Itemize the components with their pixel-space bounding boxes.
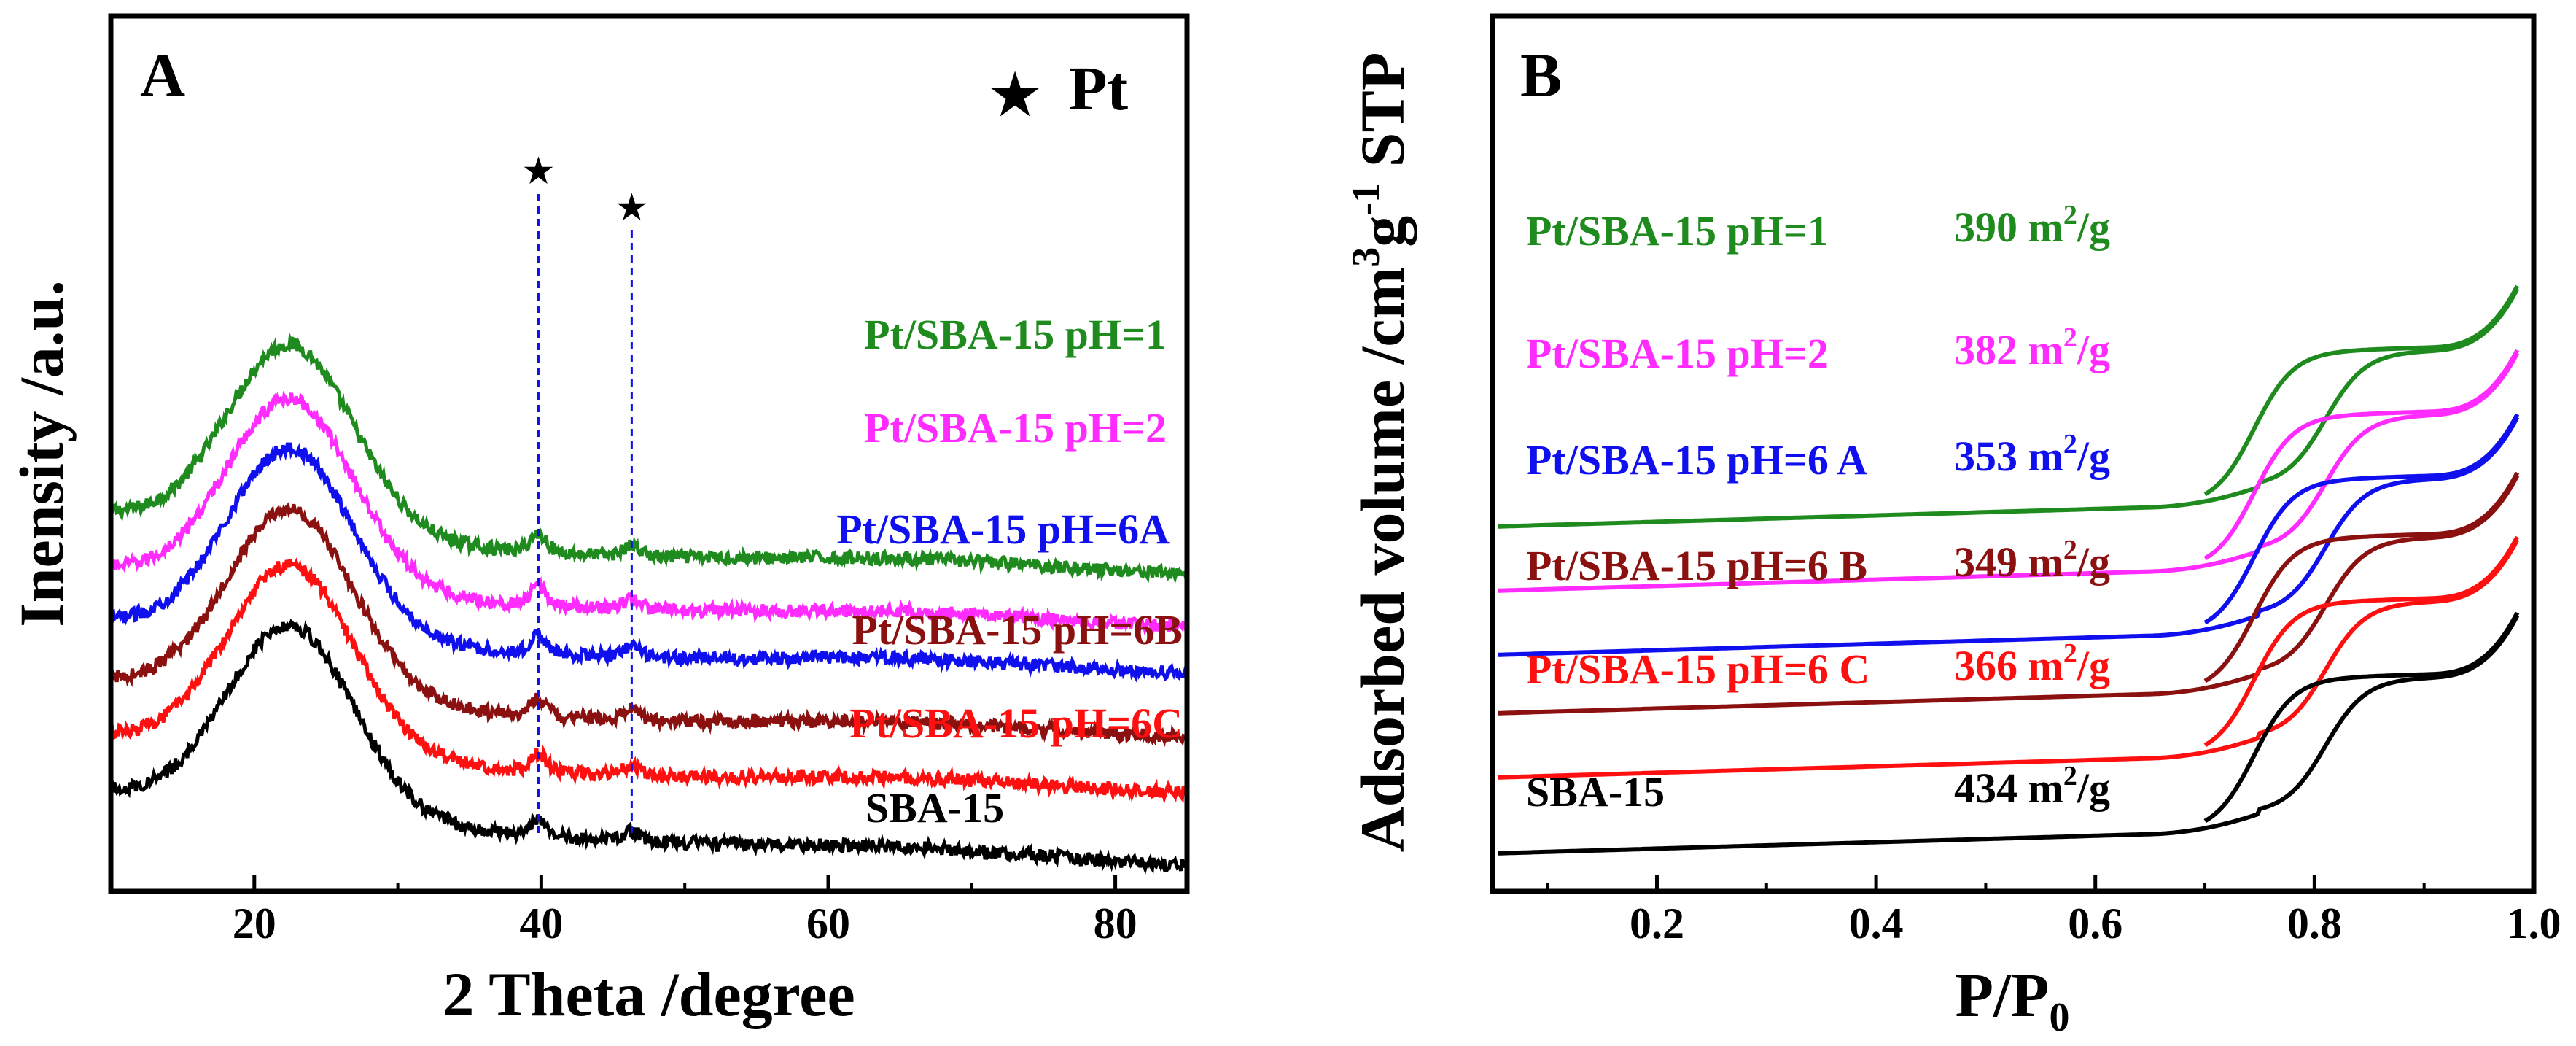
- surface-area-number: 434 m: [1954, 764, 2063, 812]
- xrd-curve: [109, 442, 1189, 683]
- panel-b-letter: B: [1520, 40, 1562, 110]
- series-label: Pt/SBA-15 pH=6B: [852, 606, 1183, 654]
- xrd-curve: [109, 332, 1188, 584]
- surface-area-suffix: /g: [2077, 326, 2110, 373]
- surface-area-value: 353 m2/g: [1954, 429, 2110, 480]
- panel-a: ★★ Pt/SBA-15 pH=1Pt/SBA-15 pH=2Pt/SBA-15…: [7, 13, 1190, 1029]
- peak-marker-star: ★: [524, 152, 553, 190]
- panel-b-y-title-part-1: Adsorbed volume /cm: [1347, 267, 1417, 853]
- panel-b-x-ticks: 0.2 0.4 0.6 0.8 1.0: [1546, 875, 2561, 948]
- x-tick-label: 1.0: [2507, 899, 2561, 948]
- x-tick-label: 0.8: [2287, 899, 2342, 948]
- panel-a-x-ticks: 20 40 60 80: [109, 875, 1137, 948]
- panel-b-x-axis-title-subscript: 0: [2049, 995, 2069, 1040]
- xrd-curve: [109, 557, 1189, 805]
- desorption-branch: [2203, 611, 2520, 824]
- isotherm-series-label: Pt/SBA-15 pH=1: [1526, 207, 1829, 255]
- surface-area-value: 382 m2/g: [1954, 322, 2110, 373]
- panel-b-x-axis-title-main: P/P: [1956, 960, 2050, 1030]
- desorption-branch: [2203, 413, 2520, 625]
- panel-b: Pt/SBA-15 pH=1 390 m2/gPt/SBA-15 pH=2 382 …: [1344, 13, 2561, 1040]
- desorption-branch: [2203, 535, 2520, 748]
- series-label: Pt/SBA-15 pH=1: [864, 311, 1167, 358]
- surface-area-exponent: 2: [2063, 761, 2077, 791]
- desorption-branch: [2203, 349, 2520, 561]
- panel-a-letter: A: [140, 40, 185, 110]
- panel-a-curves: [109, 332, 1189, 875]
- panel-b-series-labels: Pt/SBA-15 pH=1 390 m2/gPt/SBA-15 pH=2 382 …: [1526, 200, 2110, 816]
- surface-area-number: 366 m: [1954, 642, 2063, 689]
- surface-area-number: 382 m: [1954, 326, 2063, 373]
- series-label: Pt/SBA-15 pH=6A: [836, 505, 1170, 553]
- surface-area-suffix: /g: [2077, 433, 2110, 480]
- surface-area-exponent: 2: [2063, 200, 2077, 230]
- x-tick-label: 60: [806, 899, 850, 948]
- x-tick-label: 0.4: [1849, 899, 1904, 948]
- x-tick-label: 20: [233, 899, 276, 948]
- panel-b-x-axis-title: P/P0: [1956, 960, 2070, 1040]
- x-tick-label: 80: [1094, 899, 1137, 948]
- panel-a-series-labels: Pt/SBA-15 pH=1 Pt/SBA-15 pH=2 Pt/SBA-15 pH…: [836, 311, 1183, 832]
- panel-a-peak-markers: ★★: [524, 152, 647, 833]
- surface-area-exponent: 2: [2063, 429, 2077, 460]
- isotherm-series-label: SBA-15: [1526, 768, 1665, 816]
- panel-a-legend-text: Pt: [1069, 53, 1129, 123]
- surface-area-number: 390 m: [1954, 204, 2063, 251]
- adsorption-branch: [1498, 416, 2520, 657]
- surface-area-value: 366 m2/g: [1954, 638, 2110, 689]
- surface-area-value: 434 m2/g: [1954, 761, 2110, 812]
- series-label: SBA-15: [865, 784, 1004, 832]
- desorption-branch: [2203, 284, 2520, 497]
- adsorption-branch: [1498, 474, 2520, 716]
- adsorption-branch: [1498, 352, 2520, 593]
- panel-b-y-title-part-5: STP: [1347, 53, 1417, 183]
- panel-b-y-title-part-2: 3: [1344, 247, 1388, 267]
- panel-b-y-title-part-4: -1: [1344, 183, 1388, 216]
- panel-b-curves: [1498, 284, 2520, 856]
- adsorption-branch: [1498, 287, 2520, 529]
- panel-b-frame: [1490, 13, 2537, 894]
- surface-area-value: 349 m2/g: [1954, 535, 2110, 586]
- surface-area-number: 353 m: [1954, 433, 2063, 480]
- series-label: Pt/SBA-15 pH=2: [864, 404, 1167, 452]
- surface-area-exponent: 2: [2063, 638, 2077, 669]
- surface-area-exponent: 2: [2063, 322, 2077, 353]
- series-label: Pt/SBA-15 pH=6C: [849, 700, 1183, 747]
- panel-b-y-axis-title: Adsorbed volume /cm3g-1 STP: [1344, 53, 1417, 853]
- surface-area-value: 390 m2/g: [1954, 200, 2110, 251]
- adsorption-branch: [1498, 614, 2520, 856]
- x-tick-label: 40: [519, 899, 563, 948]
- panel-b-y-title-part-3: g: [1347, 216, 1417, 247]
- xrd-curve: [109, 390, 1189, 638]
- surface-area-number: 349 m: [1954, 538, 2063, 586]
- x-tick-label: 0.2: [1630, 899, 1684, 948]
- adsorption-branch: [1498, 538, 2520, 780]
- surface-area-suffix: /g: [2077, 642, 2110, 689]
- panel-a-y-axis-title: Inensity /a.u.: [7, 280, 77, 627]
- peak-marker-star: ★: [617, 189, 647, 226]
- surface-area-suffix: /g: [2077, 764, 2110, 812]
- panel-a-frame: [108, 13, 1190, 894]
- surface-area-exponent: 2: [2063, 535, 2077, 565]
- surface-area-suffix: /g: [2077, 538, 2110, 586]
- panel-a-x-axis-title: 2 Theta /degree: [443, 959, 855, 1029]
- isotherm-series-label: Pt/SBA-15 pH=6 A: [1526, 436, 1867, 484]
- desorption-branch: [2203, 471, 2520, 683]
- isotherm-series-label: Pt/SBA-15 pH=6 B: [1526, 542, 1867, 589]
- x-tick-label: 0.6: [2068, 899, 2122, 948]
- surface-area-suffix: /g: [2077, 204, 2110, 251]
- xrd-curve: [109, 502, 1188, 748]
- panel-a-legend-star: ★: [990, 65, 1040, 126]
- isotherm-series-label: Pt/SBA-15 pH=6 C: [1526, 646, 1869, 693]
- isotherm-series-label: Pt/SBA-15 pH=2: [1526, 330, 1829, 377]
- xrd-curve: [109, 619, 1189, 875]
